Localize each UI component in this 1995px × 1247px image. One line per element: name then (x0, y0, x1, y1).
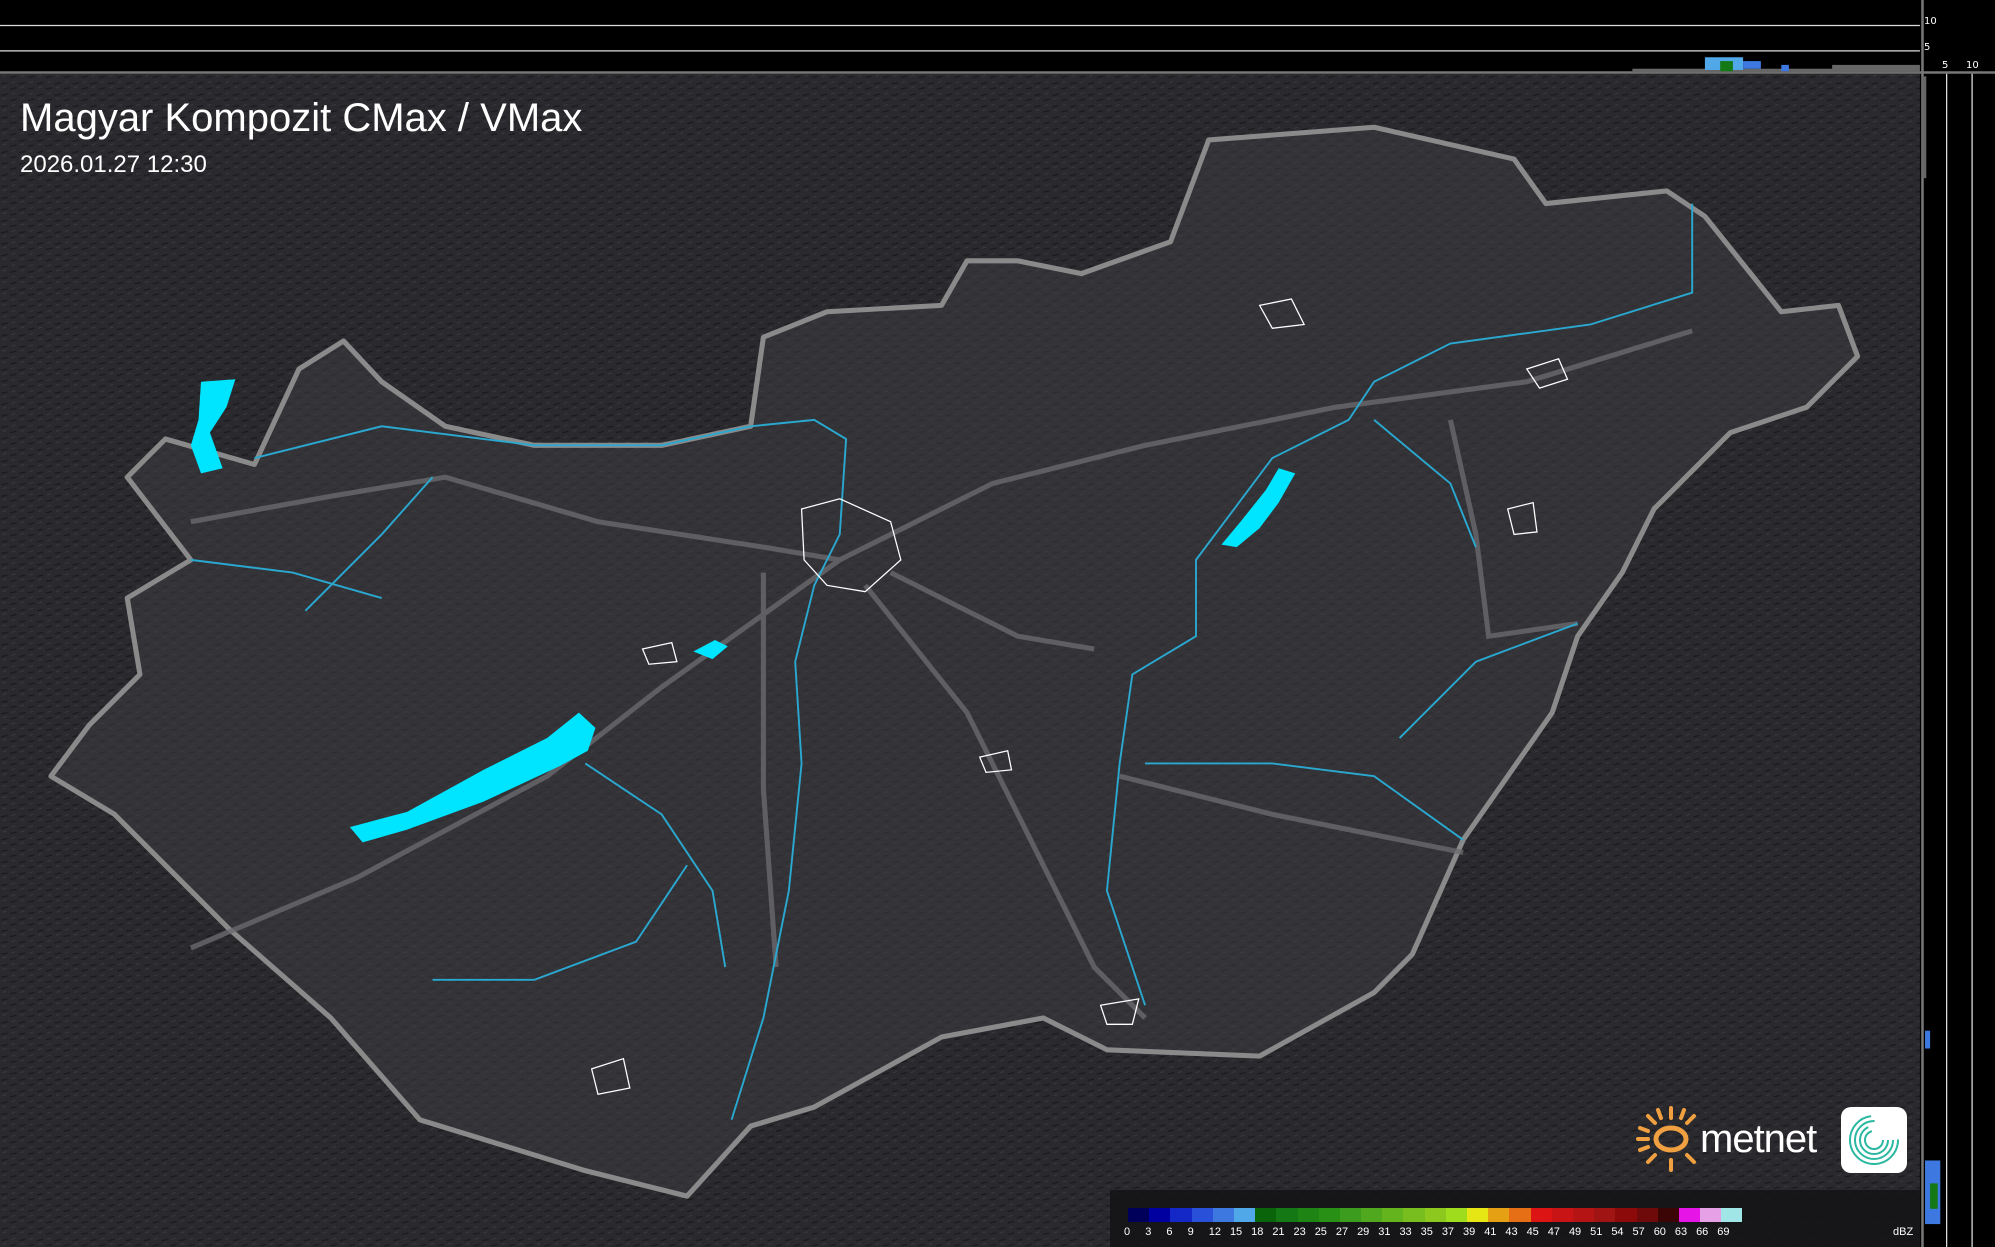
legend-label: 9 (1187, 1226, 1194, 1238)
legend-swatch: 49 (1569, 1208, 1595, 1238)
metnet-logo: metnet (1636, 1104, 1817, 1174)
legend-label: 15 (1229, 1226, 1243, 1238)
legend-swatch: 3 (1145, 1208, 1171, 1238)
legend-swatch: 51 (1590, 1208, 1616, 1238)
legend-label: 63 (1674, 1226, 1688, 1238)
legend-label: 35 (1420, 1226, 1433, 1238)
side-echo (1930, 1183, 1938, 1209)
legend-swatch: 54 (1611, 1208, 1637, 1238)
legend-label: 60 (1653, 1226, 1666, 1238)
legend-label: 51 (1590, 1226, 1603, 1238)
legend-label: 18 (1251, 1226, 1264, 1238)
side-echo (1925, 1030, 1931, 1049)
side-profile-panel (1919, 73, 1995, 1247)
legend-label: 29 (1357, 1226, 1370, 1238)
legend-swatch: 41 (1484, 1208, 1510, 1238)
legend-swatch: 31 (1378, 1208, 1404, 1238)
legend-label: 0 (1124, 1226, 1131, 1238)
lakes (190, 379, 1296, 843)
legend-label: 69 (1717, 1226, 1730, 1238)
legend-label: 39 (1463, 1226, 1476, 1238)
sun-icon (1636, 1106, 1696, 1172)
legend-swatch: 6 (1166, 1208, 1192, 1238)
legend-swatch: 60 (1654, 1208, 1679, 1238)
profile-echo (1781, 64, 1789, 72)
side-terrain (1922, 76, 1927, 179)
legend-swatch: 66 (1696, 1208, 1722, 1238)
legend-swatch: 15 (1230, 1208, 1256, 1238)
legend-label: 31 (1378, 1226, 1391, 1238)
legend-unit: dBZ (1893, 1226, 1914, 1238)
legend-label: 12 (1208, 1226, 1221, 1238)
legend-label: 37 (1441, 1226, 1455, 1238)
map-title: Magyar Kompozit CMax / VMax (20, 96, 583, 140)
legend-swatch: 57 (1633, 1208, 1658, 1238)
legend-swatch: 9 (1188, 1208, 1213, 1238)
legend-swatch: 29 (1357, 1208, 1383, 1238)
legend-swatch: 18 (1251, 1208, 1277, 1238)
legend-swatches: 0 3 6 9 12 15 18 21 23 25 27 29 31 33 35 37 39 41 43 45 47 49… (1124, 1208, 1743, 1238)
legend-label: 23 (1293, 1226, 1306, 1238)
height-label-5: 5 (1924, 42, 1931, 53)
legend-swatch: 63 (1675, 1208, 1701, 1238)
legend-swatch: 0 (1124, 1208, 1150, 1238)
spiral-logo-icon (1841, 1107, 1907, 1173)
legend-swatch: 25 (1315, 1208, 1340, 1238)
dbz-legend: 0 3 6 9 12 15 18 21 23 25 27 29 31 33 35 37 39 41 43 45 47 49… (1110, 1190, 1920, 1247)
legend-swatch: 47 (1548, 1208, 1573, 1238)
legend-label: 47 (1547, 1226, 1560, 1238)
legend-swatch: 23 (1294, 1208, 1319, 1238)
side-label-10: 10 (1966, 60, 1979, 71)
profile-echo (1720, 61, 1733, 72)
legend-swatch: 35 (1421, 1208, 1446, 1238)
legend-label: 25 (1314, 1226, 1327, 1238)
legend-swatch: 69 (1717, 1208, 1743, 1238)
legend-label: 3 (1145, 1226, 1152, 1238)
profile-terrain (1832, 64, 1920, 73)
legend-swatch: 39 (1463, 1208, 1489, 1238)
legend-label: 33 (1399, 1226, 1412, 1238)
legend-label: 49 (1568, 1226, 1582, 1238)
profile-echo (1743, 61, 1761, 69)
height-label-10: 10 (1924, 16, 1937, 27)
top-profile-panel (0, 0, 1995, 74)
profile-terrain (1632, 68, 1836, 73)
legend-swatch: 12 (1209, 1208, 1234, 1238)
side-label-5: 5 (1942, 60, 1949, 71)
map-timestamp: 2026.01.27 12:30 (20, 151, 207, 178)
rivers (190, 203, 1694, 1121)
legend-label: 6 (1166, 1226, 1173, 1238)
legend-swatch: 45 (1527, 1208, 1552, 1238)
lake-neusiedl (190, 379, 236, 474)
legend-swatch: 43 (1505, 1208, 1531, 1238)
legend-label: 66 (1696, 1226, 1709, 1238)
legend-label: 27 (1335, 1226, 1349, 1238)
legend-label: 54 (1611, 1226, 1624, 1238)
legend-swatch: 21 (1272, 1208, 1298, 1238)
lake-velence (693, 640, 728, 660)
legend-label: 21 (1272, 1226, 1285, 1238)
legend-label: 57 (1632, 1226, 1645, 1238)
logo-text: metnet (1700, 1116, 1817, 1161)
legend-swatch: 33 (1399, 1208, 1425, 1238)
lake-balaton (349, 712, 596, 843)
city-outlines (590, 298, 1569, 1096)
legend-label: 45 (1526, 1226, 1539, 1238)
legend-swatch: 27 (1336, 1208, 1362, 1238)
legend-swatch: 37 (1442, 1208, 1467, 1238)
legend-label: 41 (1484, 1226, 1497, 1238)
legend-label: 43 (1505, 1226, 1518, 1238)
lake-tisza (1221, 468, 1296, 548)
